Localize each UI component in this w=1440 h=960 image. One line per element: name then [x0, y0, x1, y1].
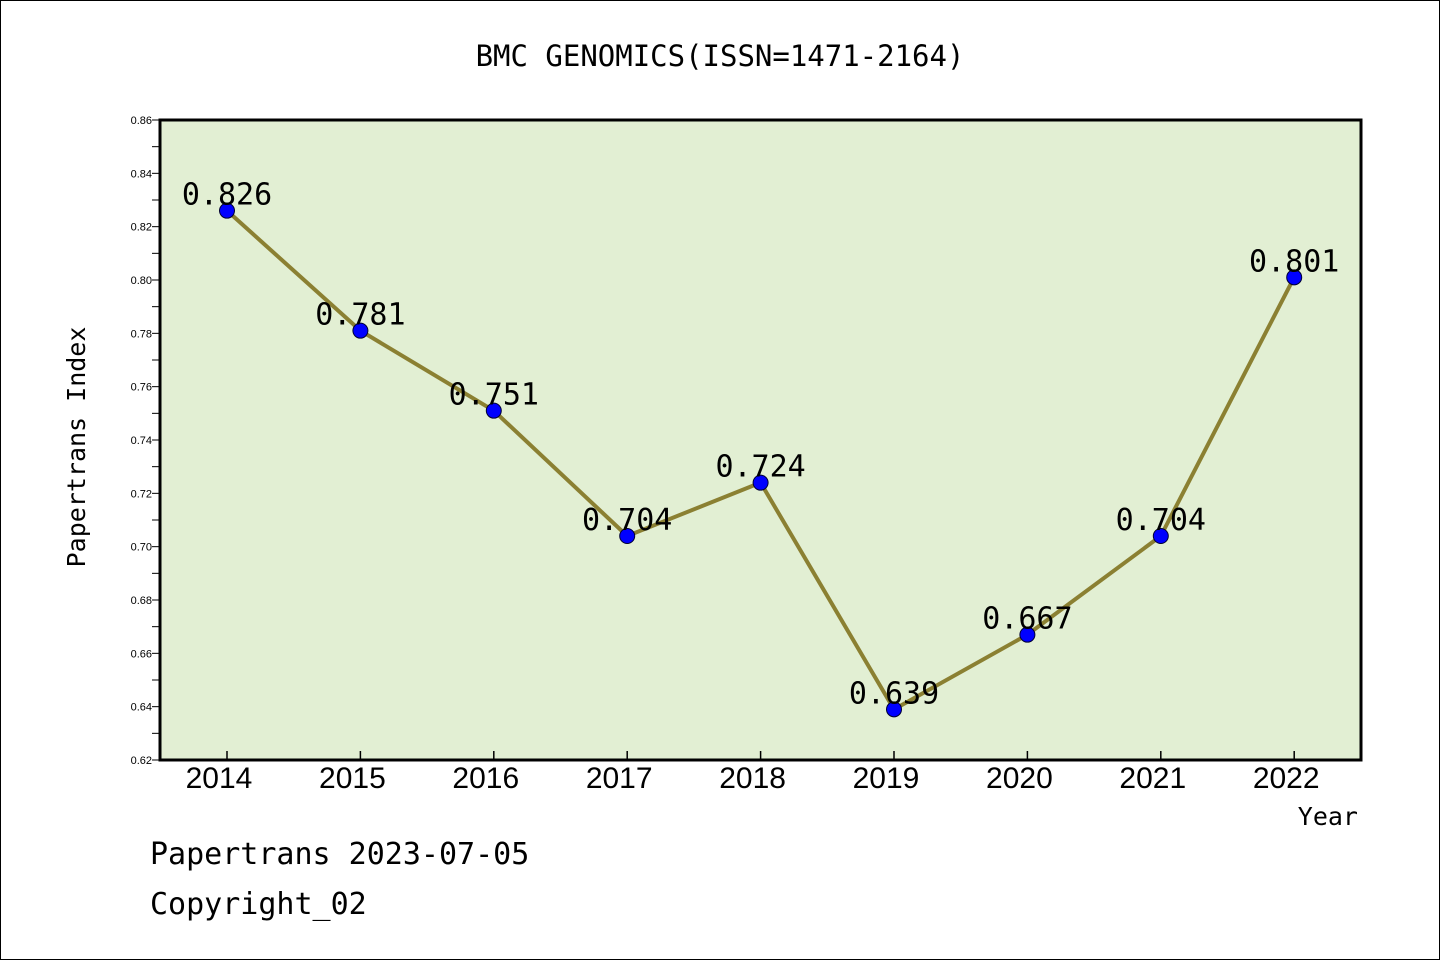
x-tick-label: 2022 — [1253, 762, 1320, 795]
y-tick-label: 0.64 — [131, 702, 152, 714]
y-tick-label: 0.66 — [131, 648, 152, 660]
x-tick-label: 2018 — [719, 762, 786, 795]
footer-date: Papertrans 2023-07-05 — [150, 837, 529, 872]
data-label: 0.801 — [1249, 244, 1339, 279]
data-point — [1152, 528, 1169, 544]
x-tick-label: 2015 — [319, 762, 386, 795]
data-point — [619, 528, 636, 544]
plot-area — [158, 118, 1363, 762]
y-axis-label: Papertrans Index — [62, 327, 91, 568]
data-point — [485, 402, 502, 419]
x-axis-label: Year — [1298, 802, 1358, 831]
data-label: 0.639 — [849, 676, 939, 711]
y-tick-label: 0.62 — [131, 755, 152, 767]
y-tick-label: 0.70 — [131, 542, 152, 554]
x-tick-label: 2021 — [1119, 762, 1186, 795]
data-label: 0.781 — [315, 298, 405, 333]
data-label: 0.667 — [982, 602, 1072, 637]
y-tick-label: 0.74 — [131, 435, 152, 447]
data-point — [1286, 269, 1303, 286]
footer-copyright: Copyright_02 — [150, 887, 367, 922]
x-axis: 2014 2015 2016 2017 2018 2019 2020 2021 2022 — [186, 751, 1320, 795]
x-tick-label: 2017 — [586, 762, 653, 795]
x-tick-label: 2016 — [452, 762, 519, 795]
y-tick-label: 0.84 — [131, 168, 152, 180]
x-tick-label: 2019 — [853, 762, 920, 795]
data-label: 0.751 — [449, 378, 539, 413]
y-tick-label: 0.86 — [131, 115, 152, 127]
data-point — [219, 202, 235, 219]
y-tick-label: 0.68 — [131, 595, 152, 607]
y-tick-label: 0.78 — [131, 328, 152, 340]
y-tick-label: 0.82 — [131, 222, 152, 234]
data-point — [886, 701, 902, 718]
data-point — [1019, 626, 1036, 643]
data-label: 0.826 — [182, 178, 272, 213]
series-line-group: 0.826 0.781 0.751 0.704 0.724 0.639 0.667 0.704… — [182, 178, 1339, 718]
data-label: 0.704 — [582, 503, 672, 538]
y-tick-label: 0.80 — [131, 275, 152, 287]
data-point — [352, 322, 369, 339]
y-tick-label: 0.72 — [131, 488, 152, 500]
x-tick-label: 2014 — [186, 762, 253, 795]
y-tick-label: 0.76 — [131, 382, 152, 394]
data-label: 0.724 — [715, 450, 805, 485]
chart-title: BMC GENOMICS(ISSN=1471-2164) — [476, 39, 965, 73]
data-point — [752, 474, 769, 491]
x-tick-label: 2020 — [986, 762, 1053, 795]
y-axis: 0.62 0.64 0.66 0.68 0.70 0.72 0.74 0.76 0.78 0.80… — [131, 115, 160, 767]
data-label: 0.704 — [1116, 503, 1206, 538]
